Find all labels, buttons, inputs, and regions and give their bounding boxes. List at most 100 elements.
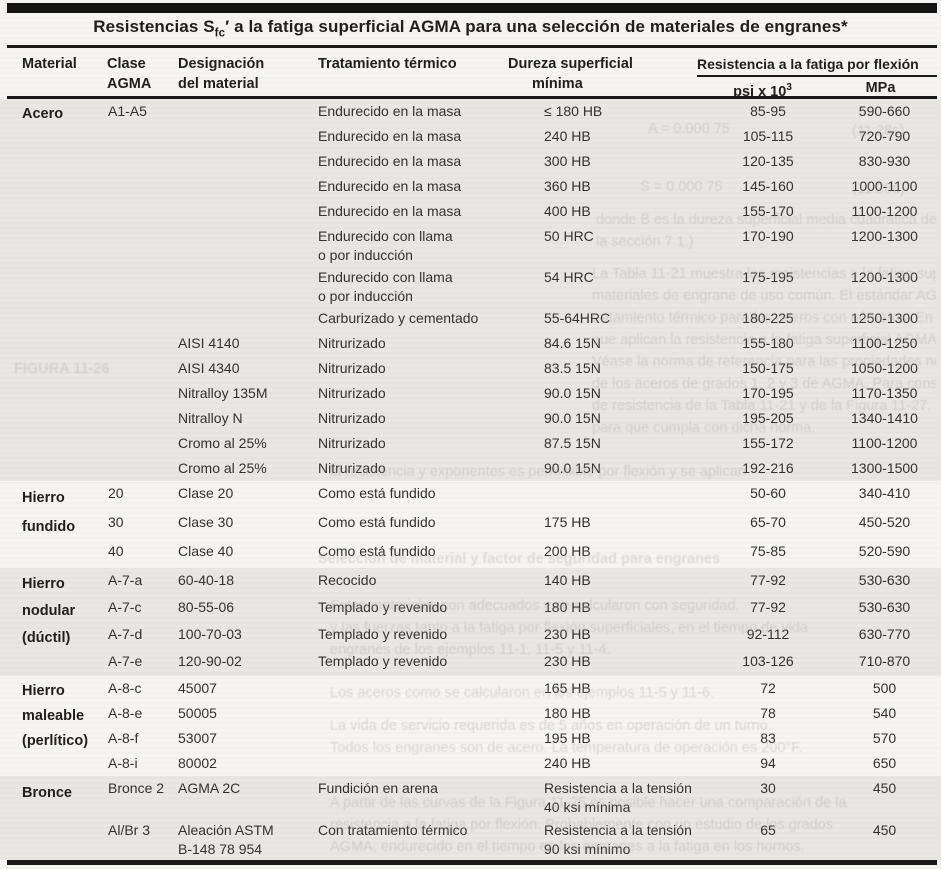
header-tratamiento: Tratamiento térmico — [318, 56, 457, 72]
cell-mpa: 500 — [872, 680, 897, 696]
header-resistencia-group: Resistencia a la fatiga por flexión psi … — [697, 54, 937, 102]
table-row: Endurecido en la masa 240 HB 105-115 720-79… — [106, 124, 941, 149]
cell-tratamiento: Templado y revenido — [318, 626, 448, 642]
table-row: Endurecido con llama o por inducción 54 H… — [106, 265, 941, 306]
cell-tratamiento — [318, 679, 508, 701]
cell-designacion: Clase 40 — [178, 543, 234, 559]
cell-dureza: Resistencia a la tensión 40 ksi mínima — [544, 780, 692, 815]
cell-tratamiento — [318, 754, 508, 776]
material-label: Bronce — [22, 785, 72, 801]
cell-clase — [106, 434, 178, 456]
cell-dureza: ≤ 180 HB — [544, 103, 603, 119]
cell-clase — [106, 227, 178, 265]
cell-mpa: 650 — [872, 755, 897, 771]
cell-psi: 77-92 — [750, 572, 786, 588]
cell-clase: A-7-e — [108, 653, 143, 669]
cell-dureza: 200 HB — [544, 543, 591, 559]
material-label: Hierro maleable (perlítico) — [22, 683, 89, 749]
table-row: A-7-a 60-40-18 Recocido 140 HB 77-92 530-630 — [106, 568, 941, 595]
cell-tratamiento: Endurecido con llama o por inducción — [318, 269, 453, 304]
cell-dureza: 90.0 15N — [544, 410, 601, 426]
cell-tratamiento — [318, 729, 508, 751]
cell-designacion: Clase 20 — [178, 485, 234, 501]
cell-mpa: 1200-1300 — [851, 269, 918, 285]
cell-designacion: 80002 — [178, 755, 217, 771]
cell-clase — [106, 152, 178, 174]
cell-clase: A-8-i — [108, 755, 138, 771]
cell-tratamiento: Recocido — [318, 572, 377, 588]
cell-clase: Bronce 2 — [108, 780, 165, 796]
cell-clase — [106, 268, 178, 306]
cell-mpa: 710-870 — [858, 653, 911, 669]
table-row: A-8-i 80002 240 HB 94 650 — [106, 751, 941, 776]
table-row: 30 Clase 30 Como está fundido 175 HB 65-70 45… — [106, 510, 941, 539]
cell-dureza: 240 HB — [544, 128, 591, 144]
title-subscript: fc — [214, 27, 226, 40]
table-row: Cromo al 25% Nitrurizado 87.5 15N 155-172 11… — [106, 431, 941, 456]
cell-dureza — [508, 484, 708, 510]
cell-tratamiento: Endurecido en la masa — [318, 103, 462, 119]
cell-dureza: 140 HB — [544, 572, 591, 588]
cell-mpa: 1100-1200 — [851, 435, 918, 451]
cell-dureza: 230 HB — [544, 626, 591, 642]
cell-designacion: Cromo al 25% — [178, 460, 267, 476]
section-hierro-maleable: Hierro maleable (perlítico) A-8-c 45007 165… — [0, 676, 941, 776]
cell-tratamiento: Templado y revenido — [318, 599, 448, 615]
cell-clase: 40 — [108, 543, 124, 559]
cell-clase — [106, 202, 178, 224]
cell-psi: 65 — [760, 822, 776, 838]
cell-tratamiento: Endurecido en la masa — [318, 128, 462, 144]
header-resistencia-label: Resistencia a la fatiga por flexión — [697, 54, 937, 77]
cell-psi: 83 — [760, 730, 776, 746]
cell-clase: A-8-e — [108, 705, 143, 721]
cell-designacion: AGMA 2C — [178, 780, 241, 796]
cell-dureza: 240 HB — [544, 755, 591, 771]
table-row: Nitralloy N Nitrurizado 90.0 15N 195-205 134… — [106, 406, 941, 431]
cell-mpa: 1200-1300 — [851, 228, 918, 244]
cell-designacion: Cromo al 25% — [178, 435, 267, 451]
table-row: Bronce 2 AGMA 2C Fundición en arena Resiste… — [106, 776, 941, 818]
header-mpa: MPa — [865, 80, 896, 96]
table-row: Endurecido en la masa 300 HB 120-135 830-93… — [106, 149, 941, 174]
cell-psi: 170-195 — [742, 385, 794, 401]
cell-psi: 105-115 — [742, 128, 794, 144]
cell-mpa: 830-930 — [858, 153, 911, 169]
table-row: AISI 4140 Nitrurizado 84.6 15N 155-180 1100-… — [106, 331, 941, 356]
cell-psi: 75-85 — [750, 543, 786, 559]
cell-psi: 85-95 — [750, 103, 786, 119]
cell-designacion: 45007 — [178, 680, 217, 696]
cell-clase — [106, 309, 178, 331]
cell-tratamiento: Nitrurizado — [318, 335, 386, 351]
cell-designacion: AISI 4140 — [178, 335, 240, 351]
table-row: A-8-c 45007 165 HB 72 500 — [106, 676, 941, 701]
header-resistencia-subcolumns: psi x 103 MPa — [697, 78, 937, 102]
cell-tratamiento: Nitrurizado — [318, 435, 386, 451]
cell-clase: Al/Br 3 — [108, 822, 151, 838]
header-divider — [7, 96, 937, 99]
cell-designacion — [178, 202, 318, 224]
cell-clase: A-7-a — [108, 572, 143, 588]
cell-tratamiento: Endurecido en la masa — [318, 203, 462, 219]
cell-dureza: 83.5 15N — [544, 360, 601, 376]
table-row: Endurecido en la masa 400 HB 155-170 1100-1… — [106, 199, 941, 224]
cell-dureza: 90.0 15N — [544, 385, 601, 401]
table-row: A-8-e 50005 180 HB 78 540 — [106, 701, 941, 726]
header-dureza-line1: Dureza superficial — [508, 56, 633, 72]
cell-psi: 192-216 — [742, 460, 794, 476]
cell-psi: 155-170 — [742, 203, 794, 219]
cell-dureza: 230 HB — [544, 653, 591, 669]
cell-dureza: 180 HB — [544, 705, 591, 721]
header-material: Material — [22, 56, 77, 72]
cell-designacion: Nitralloy N — [178, 410, 243, 426]
cell-designacion: AISI 4340 — [178, 360, 240, 376]
cell-mpa: 340-410 — [858, 485, 911, 501]
cell-clase: A-8-c — [108, 680, 142, 696]
title-divider — [7, 45, 937, 48]
table-row: Nitralloy 135M Nitrurizado 90.0 15N 170-195… — [106, 381, 941, 406]
cell-tratamiento: Endurecido en la masa — [318, 178, 462, 194]
top-rule — [7, 3, 937, 13]
table-row: 40 Clase 40 Como está fundido 200 HB 75-85 52… — [106, 539, 941, 568]
cell-tratamiento: Nitrurizado — [318, 410, 386, 426]
cell-designacion: 120-90-02 — [178, 653, 242, 669]
